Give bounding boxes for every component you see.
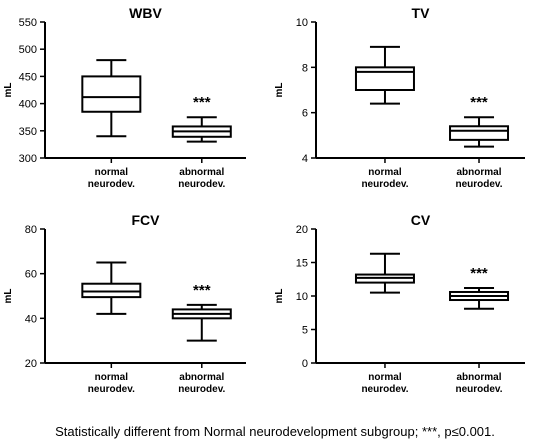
x-category-label: neurodev. bbox=[361, 384, 408, 395]
y-tick-label: 8 bbox=[302, 62, 308, 74]
chart-panel-tv: TV46810mLnormalneurodev.***abnormalneuro… bbox=[274, 5, 525, 190]
x-category-label: abnormal bbox=[457, 372, 502, 383]
y-tick-label: 20 bbox=[25, 358, 37, 370]
figure-caption: Statistically different from Normal neur… bbox=[55, 424, 495, 439]
y-tick-label: 550 bbox=[19, 17, 37, 29]
box-iqr bbox=[449, 125, 510, 141]
box-iqr bbox=[354, 66, 415, 92]
box-iqr bbox=[81, 75, 142, 113]
box-normal bbox=[354, 252, 415, 294]
y-tick-label: 4 bbox=[302, 153, 308, 165]
x-category-label: normal bbox=[368, 372, 402, 383]
y-tick-label: 300 bbox=[19, 153, 37, 165]
box-normal bbox=[81, 59, 142, 138]
box-abnormal: *** bbox=[171, 282, 232, 342]
x-category-label: neurodev. bbox=[361, 179, 408, 190]
y-tick-label: 0 bbox=[302, 358, 308, 370]
box-normal bbox=[354, 45, 415, 105]
x-category-label: neurodev. bbox=[178, 179, 225, 190]
y-tick-label: 450 bbox=[19, 71, 37, 83]
y-axis-label: mL bbox=[274, 83, 285, 98]
y-axis-label: mL bbox=[274, 289, 285, 304]
y-tick-label: 60 bbox=[25, 269, 37, 281]
y-tick-label: 350 bbox=[19, 126, 37, 138]
chart-title: CV bbox=[411, 212, 431, 228]
y-tick-label: 6 bbox=[302, 108, 308, 120]
chart-title: TV bbox=[412, 5, 431, 21]
significance-marker: *** bbox=[193, 94, 211, 111]
y-tick-label: 40 bbox=[25, 313, 37, 325]
y-tick-label: 10 bbox=[296, 17, 308, 29]
chart-panel-fcv: FCV20406080mLnormalneurodev.***abnormaln… bbox=[3, 212, 246, 395]
significance-marker: *** bbox=[193, 282, 211, 299]
x-category-label: normal bbox=[95, 372, 129, 383]
y-axis-label: mL bbox=[3, 289, 14, 304]
y-tick-label: 10 bbox=[296, 291, 308, 303]
box-normal bbox=[81, 261, 142, 315]
y-tick-label: 80 bbox=[25, 224, 37, 236]
x-category-label: neurodev. bbox=[455, 384, 502, 395]
box-abnormal: *** bbox=[171, 94, 232, 143]
x-category-label: abnormal bbox=[457, 167, 502, 178]
x-category-label: normal bbox=[95, 167, 129, 178]
y-tick-label: 20 bbox=[296, 224, 308, 236]
x-category-label: abnormal bbox=[179, 372, 224, 383]
y-axis-label: mL bbox=[3, 83, 14, 98]
chart-panel-cv: CV05101520mLnormalneurodev.***abnormalne… bbox=[274, 212, 525, 395]
x-category-label: neurodev. bbox=[88, 384, 135, 395]
box-iqr bbox=[81, 282, 142, 299]
box-abnormal: *** bbox=[449, 265, 510, 310]
box-abnormal: *** bbox=[449, 94, 510, 148]
significance-marker: *** bbox=[470, 265, 488, 282]
x-category-label: neurodev. bbox=[455, 179, 502, 190]
y-tick-label: 5 bbox=[302, 325, 308, 337]
chart-title: WBV bbox=[129, 5, 162, 21]
x-category-label: normal bbox=[368, 167, 402, 178]
y-tick-label: 500 bbox=[19, 44, 37, 56]
chart-panel-wbv: WBV300350400450500550mLnormalneurodev.**… bbox=[3, 5, 246, 190]
y-tick-label: 15 bbox=[296, 258, 308, 270]
x-category-label: neurodev. bbox=[178, 384, 225, 395]
y-tick-label: 400 bbox=[19, 99, 37, 111]
significance-marker: *** bbox=[470, 94, 488, 111]
chart-title: FCV bbox=[132, 212, 161, 228]
x-category-label: abnormal bbox=[179, 167, 224, 178]
x-category-label: neurodev. bbox=[88, 179, 135, 190]
